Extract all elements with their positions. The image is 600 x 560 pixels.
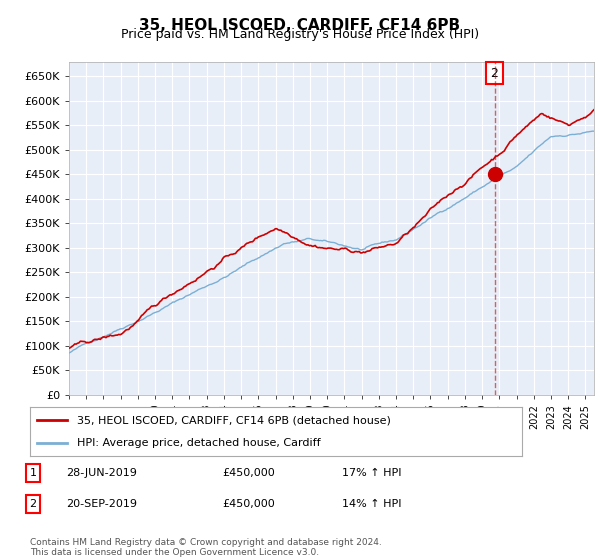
Text: Contains HM Land Registry data © Crown copyright and database right 2024.
This d: Contains HM Land Registry data © Crown c… <box>30 538 382 557</box>
Text: 1: 1 <box>29 468 37 478</box>
Text: 17% ↑ HPI: 17% ↑ HPI <box>342 468 401 478</box>
Text: 28-JUN-2019: 28-JUN-2019 <box>66 468 137 478</box>
Text: 14% ↑ HPI: 14% ↑ HPI <box>342 499 401 509</box>
Text: 2: 2 <box>29 499 37 509</box>
Text: £450,000: £450,000 <box>222 499 275 509</box>
Text: 20-SEP-2019: 20-SEP-2019 <box>66 499 137 509</box>
Text: 2: 2 <box>491 67 499 80</box>
Text: 35, HEOL ISCOED, CARDIFF, CF14 6PB (detached house): 35, HEOL ISCOED, CARDIFF, CF14 6PB (deta… <box>77 416 391 426</box>
Text: Price paid vs. HM Land Registry's House Price Index (HPI): Price paid vs. HM Land Registry's House … <box>121 28 479 41</box>
Text: 35, HEOL ISCOED, CARDIFF, CF14 6PB: 35, HEOL ISCOED, CARDIFF, CF14 6PB <box>139 18 461 33</box>
Text: HPI: Average price, detached house, Cardiff: HPI: Average price, detached house, Card… <box>77 438 320 448</box>
Text: £450,000: £450,000 <box>222 468 275 478</box>
